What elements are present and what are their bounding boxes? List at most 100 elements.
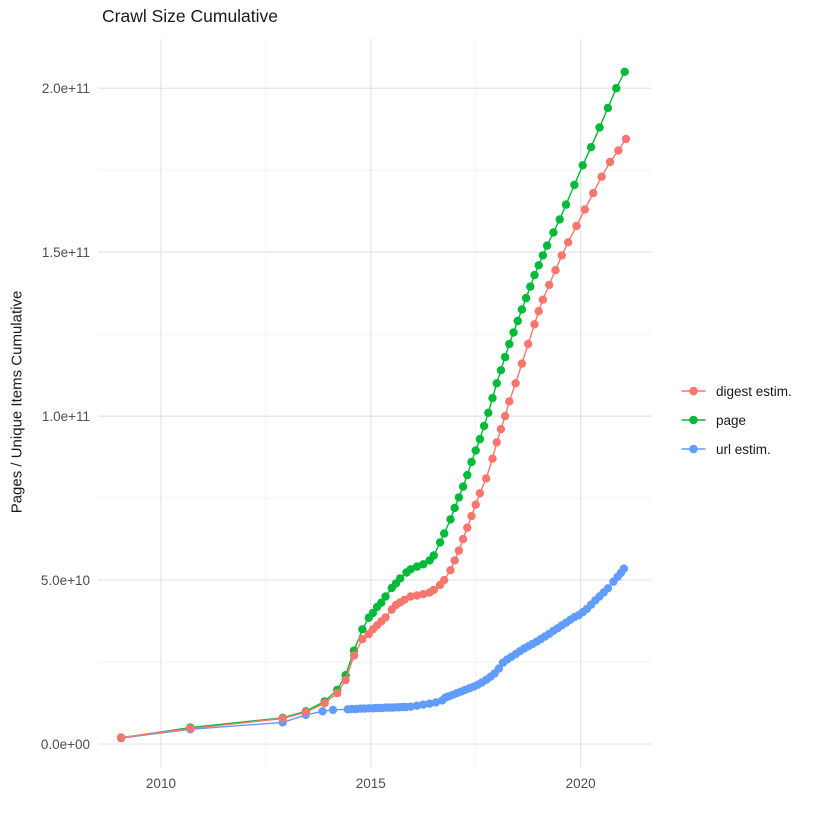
legend-key-page-icon — [681, 415, 706, 425]
legend-key-digest-estim-icon — [681, 386, 706, 396]
series-url-estim-point — [494, 664, 503, 673]
series-digest-estim-point — [186, 724, 195, 733]
legend-key-point — [689, 415, 698, 425]
x-tick-label: 2020 — [566, 776, 596, 791]
grid-major — [98, 39, 652, 767]
series-digest-estim-point — [488, 454, 497, 463]
series-digest-estim-line — [121, 138, 627, 739]
series-page-point — [542, 241, 552, 250]
series-digest-estim-point — [467, 511, 476, 521]
series-page-point — [419, 560, 428, 569]
series-page-point — [620, 67, 629, 77]
y-axis-title: Pages / Unique Items Cumulative — [8, 290, 26, 514]
series-digest-estim-point — [496, 425, 506, 434]
series-digest-estim-point — [278, 714, 287, 723]
series-digest-estim-point — [463, 523, 472, 532]
legend-label-url-estim: url estim. — [716, 441, 771, 457]
series-url-estim-point — [328, 705, 338, 715]
series-digest-estim-point — [505, 397, 514, 406]
series-url-estim-point — [412, 701, 422, 710]
series-page-point — [458, 482, 468, 491]
legend-item-digest-estim: digest estim. — [680, 383, 792, 399]
series-digest-estim-point — [458, 534, 468, 544]
series-page-point — [435, 538, 445, 547]
series-digest-estim-point — [341, 675, 350, 685]
series-page — [116, 67, 629, 742]
series-page-point — [440, 529, 449, 538]
legend-label-digest-estim: digest estim. — [716, 383, 792, 399]
y-tick-label: 1.0e+11 — [42, 409, 90, 424]
series-url-estim-point — [431, 698, 441, 707]
series-page-point — [488, 393, 497, 403]
series-page-point — [496, 366, 506, 375]
series-url-estim-point — [406, 702, 415, 711]
series-digest-estim-point — [419, 590, 428, 599]
series-url-estim-point — [603, 584, 613, 593]
series-page-point — [526, 282, 535, 291]
series-page-point — [513, 316, 522, 326]
series-page-point — [570, 180, 579, 190]
grid-minor — [98, 39, 652, 767]
series-digest-estim-point — [358, 634, 367, 644]
series-digest-estim-point — [320, 698, 329, 708]
series-page-point — [463, 470, 472, 480]
legend-label-page: page — [716, 412, 747, 428]
y-tick-label: 2.0e+11 — [42, 81, 90, 96]
series-page-point — [578, 161, 587, 170]
series-digest-estim-point — [530, 320, 539, 329]
series-page-point — [505, 339, 514, 349]
series-page-point — [446, 515, 455, 524]
legend-key-url-estim-icon — [681, 444, 706, 454]
series-page-point — [412, 562, 422, 571]
series-page-point — [549, 228, 558, 237]
legend-item-url-estim: url estim. — [680, 441, 792, 457]
series-page-point — [381, 592, 390, 601]
series-digest-estim-point — [412, 591, 422, 600]
series-page-point — [368, 608, 378, 618]
series-digest-estim-point — [116, 733, 126, 742]
legend: digest estim. page url estim. — [680, 383, 792, 472]
series-page-point — [377, 598, 386, 607]
series-digest-estim-point — [301, 708, 310, 717]
y-tick-label: 5.0e+10 — [41, 573, 90, 588]
y-axis-tick-labels: 0.0e+00 5.0e+10 1.0e+11 1.5e+11 2.0e+11 — [41, 81, 90, 752]
legend-item-page: page — [680, 412, 792, 428]
series-page-point — [603, 103, 613, 113]
series-page-point — [479, 421, 489, 431]
series-digest-estim-point — [471, 500, 480, 509]
series-digest-estim-point — [381, 613, 390, 622]
series-page-point — [429, 551, 438, 560]
series-digest-estim-point — [534, 307, 543, 316]
series-page-point — [467, 457, 476, 467]
series-page-point — [538, 251, 548, 260]
series-digest-estim-point — [450, 556, 459, 565]
series-page-point — [517, 305, 527, 314]
series-digest-estim-point — [333, 689, 342, 698]
legend-key-point — [689, 444, 698, 454]
series-digest-estim-point — [572, 221, 581, 231]
series-digest-estim-point — [440, 575, 449, 585]
series-digest-estim-point — [538, 295, 548, 304]
series-page-point — [561, 200, 571, 209]
series-digest-estim-point — [400, 595, 409, 604]
series-digest-estim-point — [482, 474, 491, 483]
series-digest-estim-point — [621, 134, 631, 144]
series-digest-estim — [116, 134, 631, 742]
series-page-point — [454, 493, 464, 502]
x-tick-label: 2015 — [356, 776, 386, 791]
series-page-point — [555, 215, 564, 224]
series-page-point — [471, 446, 480, 455]
series-digest-estim-point — [563, 238, 573, 247]
series-digest-estim-point — [580, 205, 589, 214]
series-page-point — [396, 574, 405, 583]
series-page-point — [530, 270, 539, 280]
series-digest-estim-point — [551, 266, 560, 275]
series-digest-estim-point — [475, 489, 485, 498]
series-digest-estim-point — [597, 172, 606, 181]
series-page-point — [612, 84, 621, 93]
y-tick-label: 0.0e+00 — [41, 737, 90, 752]
chart-title: Crawl Size Cumulative — [102, 6, 279, 26]
x-tick-label: 2010 — [146, 776, 176, 791]
series-digest-estim-point — [406, 592, 415, 601]
series-page-point — [534, 261, 543, 270]
